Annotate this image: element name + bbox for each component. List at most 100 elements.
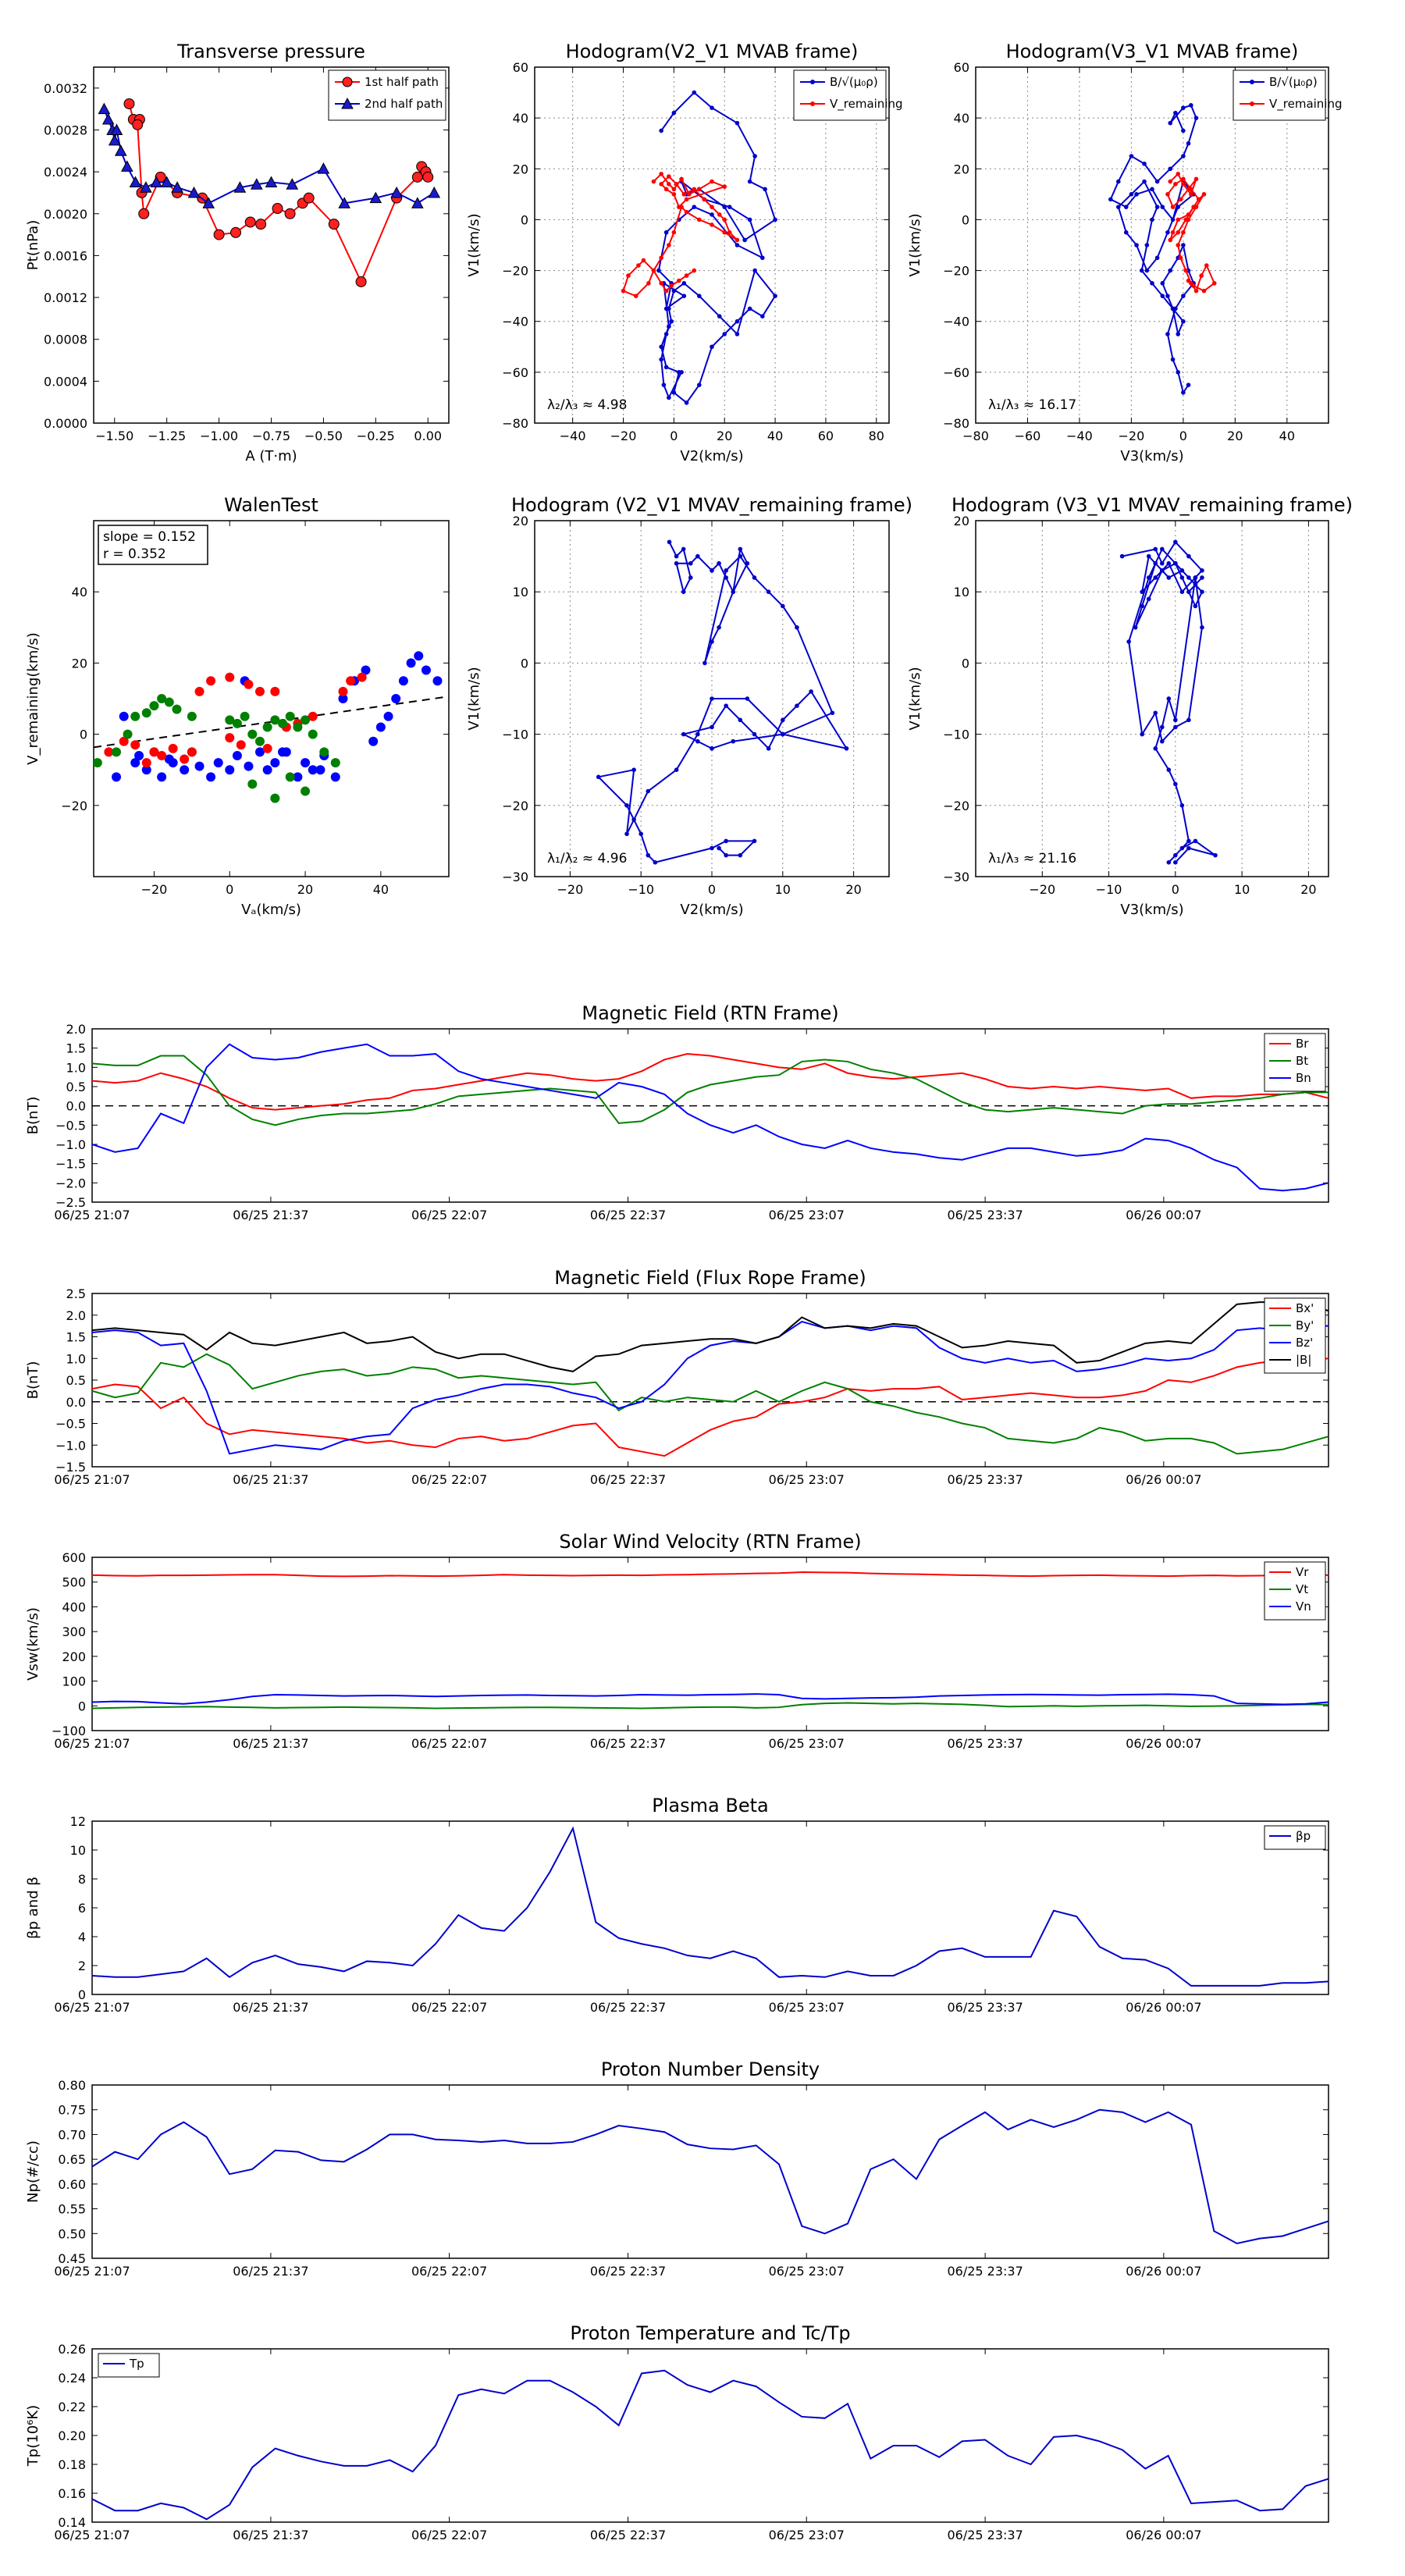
data-point (692, 268, 697, 273)
y-tick-label: 40 (513, 111, 528, 126)
data-point (674, 553, 679, 559)
chart-title: Proton Number Density (601, 2058, 820, 2080)
legend-label: B/√(μ₀ρ) (830, 75, 878, 89)
plot-frame (975, 520, 1329, 877)
data-point (738, 553, 743, 559)
data-point (1176, 205, 1181, 209)
series-red (104, 672, 367, 768)
data-point (1193, 116, 1199, 120)
chart-title: Hodogram(V3_V1 MVAB frame) (1006, 41, 1299, 62)
y-tick-label: 0 (962, 212, 969, 227)
series-Bt-line (92, 1055, 1329, 1126)
series-path (1119, 539, 1218, 865)
data-point (752, 154, 757, 158)
data-point (1165, 192, 1170, 197)
y-tick-label: 0.0016 (44, 248, 87, 263)
data-point (1183, 268, 1189, 273)
chart-hodo2: Hodogram(V2_V1 MVAB frame) −40 −20 0 20 40 60 8… (466, 41, 903, 464)
y-axis-label: V1(km/s) (466, 667, 482, 730)
data-point (308, 711, 318, 721)
data-point (735, 237, 740, 243)
time-tick-label: 06/25 23:37 (947, 2528, 1023, 2542)
data-point (696, 217, 702, 222)
legend-label: Vt (1296, 1582, 1308, 1596)
data-point (631, 767, 636, 772)
series-Np-line (92, 2108, 1329, 2245)
data-point (171, 181, 183, 193)
time-tick-label: 06/25 23:07 (769, 1472, 845, 1487)
data-point (1166, 560, 1172, 566)
data-point (1166, 859, 1172, 865)
data-point (651, 268, 656, 273)
data-point (742, 237, 747, 243)
data-point (727, 229, 732, 235)
x-axis-label: V2(km/s) (680, 448, 743, 464)
x-tick-label: 20 (1227, 429, 1243, 443)
data-point (422, 171, 434, 183)
data-point (180, 765, 190, 775)
time-tick-label: 06/25 21:07 (54, 2264, 130, 2279)
x-tick-label: −60 (1015, 429, 1041, 443)
data-point (1176, 217, 1181, 222)
plot-frame (91, 1557, 1329, 1731)
data-point (293, 772, 303, 782)
y-axis-label: βp and β (25, 1877, 41, 1939)
data-point (624, 831, 629, 837)
data-point (1179, 589, 1185, 594)
data-point (1168, 166, 1173, 172)
y-tick-label: 0.5 (66, 1373, 86, 1388)
data-point (411, 197, 424, 208)
chart-title: Magnetic Field (Flux Rope Frame) (554, 1267, 866, 1289)
data-point (659, 255, 663, 261)
data-point (108, 133, 121, 146)
y-tick-label: 600 (62, 1550, 86, 1565)
time-tick-label: 06/25 21:37 (233, 1208, 308, 1222)
data-point (1159, 724, 1165, 730)
data-point (230, 226, 241, 238)
data-point (735, 318, 740, 324)
data-point (206, 676, 216, 686)
y-tick-label: 40 (954, 111, 969, 126)
y-axis-label: Np(#/cc) (25, 2140, 41, 2203)
data-point (710, 344, 714, 350)
eigen-ratio-label: λ₁/λ₃ ≈ 21.16 (988, 851, 1076, 866)
y-axis-label: Vsw(km/s) (25, 1607, 41, 1681)
data-point (390, 186, 403, 198)
x-tick-label: 60 (818, 429, 834, 443)
data-point (119, 711, 129, 721)
data-point (225, 672, 235, 682)
data-point (695, 553, 700, 559)
data-point (1201, 288, 1207, 294)
data-point (1140, 731, 1145, 737)
data-point (1170, 357, 1176, 362)
data-point (663, 288, 669, 294)
data-point (1200, 575, 1204, 580)
data-point (236, 740, 246, 750)
time-tick-label: 06/26 00:07 (1126, 1736, 1201, 1751)
data-point (194, 761, 205, 771)
legend-label: Bz' (1296, 1336, 1313, 1350)
y-tick-label: 0.0 (66, 1395, 86, 1410)
data-point (710, 845, 714, 851)
data-point (1179, 845, 1185, 851)
data-point (232, 750, 242, 760)
data-point (361, 665, 371, 675)
data-point (1181, 128, 1186, 133)
data-point (695, 738, 700, 744)
y-tick-label: 6 (78, 1901, 86, 1916)
y-tick-label: 0 (78, 1987, 86, 2002)
data-point (346, 676, 356, 686)
x-tick-label: −40 (1066, 429, 1093, 443)
data-point (262, 743, 272, 753)
data-point (157, 772, 167, 782)
legend-label: V_remaining (830, 97, 903, 112)
data-point (1176, 243, 1181, 247)
data-point (661, 382, 667, 387)
data-point (1168, 179, 1173, 184)
legend-label: Vr (1296, 1565, 1309, 1579)
data-point (653, 859, 658, 865)
data-point (1176, 229, 1181, 235)
data-point (338, 197, 351, 208)
x-tick-label: 40 (767, 429, 783, 443)
data-point (1165, 294, 1170, 298)
